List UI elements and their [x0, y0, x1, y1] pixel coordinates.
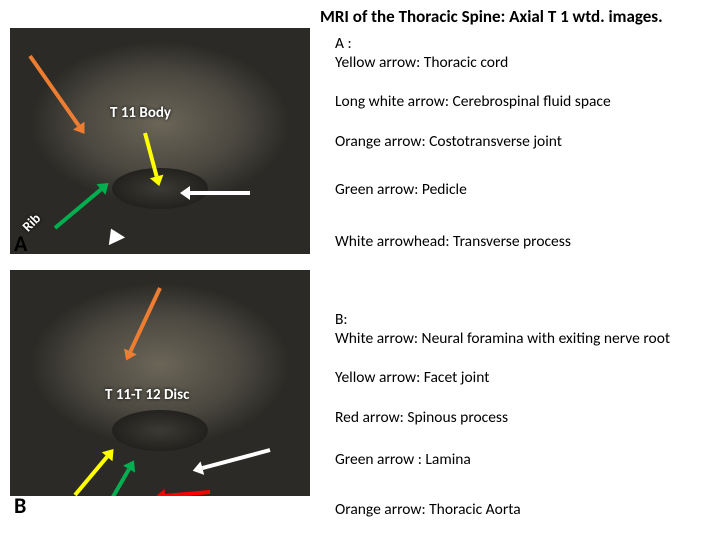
- key-a-line-4: White arrowhead: Transverse process: [335, 232, 712, 251]
- key-b-line-2: Red arrow: Spinous process: [335, 408, 712, 427]
- mri-panel-a: T 11 Body Rib: [10, 28, 310, 254]
- t11-body-label: T 11 Body: [110, 104, 171, 122]
- panel-letter-b: B: [14, 492, 26, 519]
- key-b-line-1: Yellow arrow: Facet joint: [335, 368, 712, 387]
- key-b-line-3: Green arrow : Lamina: [335, 450, 712, 469]
- key-a-line-0: Yellow arrow: Thoracic cord: [335, 53, 508, 72]
- key-a-line-1: Long white arrow: Cerebrospinal fluid sp…: [335, 92, 712, 111]
- key-a-line-2: Orange arrow: Costotransverse joint: [335, 132, 712, 151]
- key-a-line-3: Green arrow: Pedicle: [335, 180, 712, 199]
- key-a-heading: A : Yellow arrow: Thoracic cord: [335, 34, 712, 73]
- key-b-heading-block: B: White arrow: Neural foramina with exi…: [335, 310, 712, 349]
- key-b-line-0: White arrow: Neural foramina with exitin…: [335, 329, 670, 348]
- white-arrow-csf: [180, 183, 250, 203]
- key-a-heading-text: A :: [335, 34, 352, 53]
- mri-panel-b: T 11-T 12 Disc: [10, 270, 310, 496]
- page-title: MRI of the Thoracic Spine: Axial T 1 wtd…: [320, 6, 663, 27]
- t11-t12-disc-label: T 11-T 12 Disc: [105, 386, 189, 404]
- key-b-heading-text: B:: [335, 310, 348, 329]
- key-b-line-4: Orange arrow: Thoracic Aorta: [335, 500, 712, 519]
- panel-letter-a: A: [14, 230, 27, 257]
